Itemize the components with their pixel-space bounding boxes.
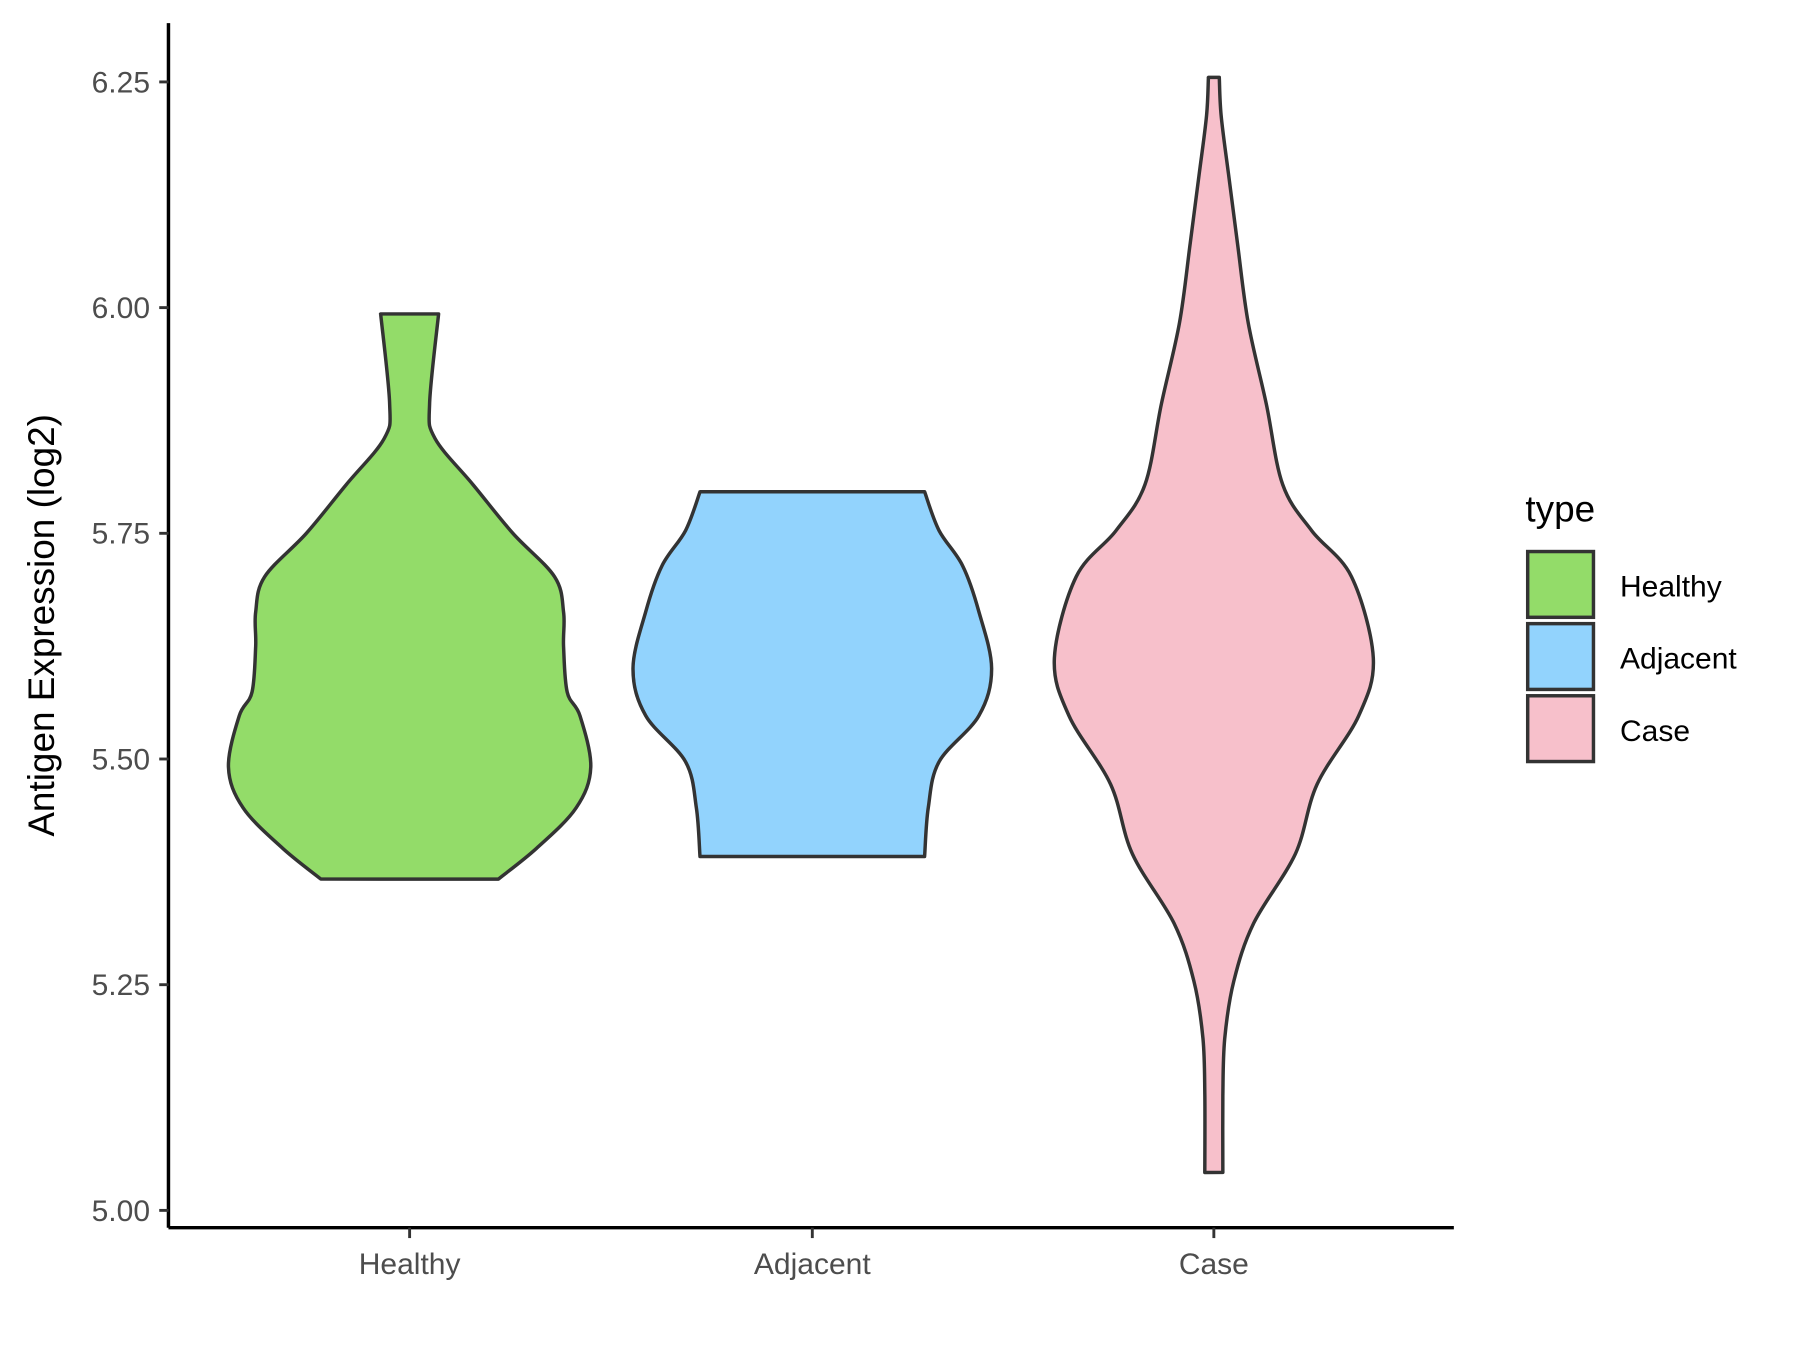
legend-label: Healthy [1620, 571, 1722, 604]
y-tick-label: 5.75 [92, 518, 150, 551]
x-tick-label: Healthy [359, 1248, 461, 1281]
y-ticks: 5.00 5.25 5.50 5.75 6.00 6.25 [92, 66, 169, 1228]
x-tick-label: Adjacent [754, 1248, 871, 1281]
legend-swatch-healthy [1525, 549, 1596, 620]
violins [226, 75, 1376, 1175]
violin-healthy [226, 312, 593, 881]
legend-label: Adjacent [1620, 643, 1737, 676]
legend-swatch-adjacent [1525, 621, 1596, 692]
legend-swatch-case [1525, 694, 1596, 764]
violin-adjacent [631, 490, 994, 859]
y-tick-label: 5.00 [92, 1195, 150, 1228]
legend: type Healthy Adjacent Case [1525, 489, 1737, 764]
y-tick-label: 5.50 [92, 743, 150, 776]
y-tick-label: 5.25 [92, 969, 150, 1002]
x-tick-label: Case [1179, 1248, 1249, 1281]
violin-case [1052, 75, 1376, 1175]
y-axis-title: Antigen Expression (log2) [21, 414, 62, 837]
legend-title: type [1525, 489, 1595, 530]
y-tick-label: 6.25 [92, 66, 150, 99]
legend-label: Case [1620, 715, 1690, 748]
y-tick-label: 6.00 [92, 292, 150, 325]
x-ticks: Healthy Adjacent Case [359, 1227, 1249, 1281]
